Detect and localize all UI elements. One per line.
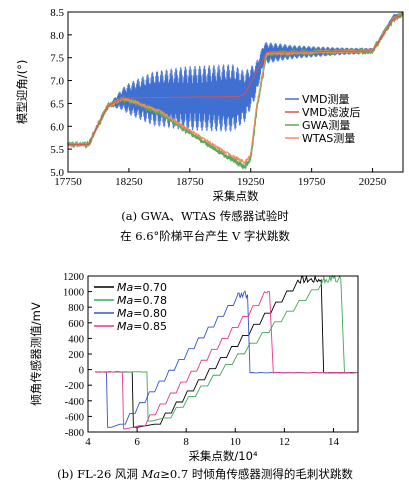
chart-b-ytick-label: 1200 xyxy=(63,272,84,283)
chart-a: 5.0 5.5 6.0 6.5 7.0 7.5 8.0 8.5 17750 18250 18750 1… xyxy=(15,7,404,243)
chart-a-caption-line2: 在 6.6°阶梯平台产生 V 字状跳数 xyxy=(120,229,290,243)
chart-b-ticks: -800 -600 -400 -200 0 200 400 600 800 1000 1200 4 6 8… xyxy=(63,272,339,448)
chart-a-ytick-label: 6.0 xyxy=(50,121,64,133)
chart-a-series-vmd-measured xyxy=(68,12,404,145)
chart-b-legend-label: Ma=0.78 xyxy=(117,294,167,307)
chart-b-legend-label-italic: Ma xyxy=(117,294,133,307)
chart-b-ytick-label: -600 xyxy=(65,412,84,423)
chart-b-legend-label-value: =0.78 xyxy=(133,294,167,307)
chart-b-caption: (b) FL-26 风洞 Ma≥0.7 时倾角传感器测得的毛刺状跳数 xyxy=(57,467,353,481)
chart-a-legend-label: GWA测量 xyxy=(302,119,350,132)
chart-a-plot-frame xyxy=(67,11,404,173)
chart-a-xtick-label: 19750 xyxy=(298,176,326,188)
chart-a-xtick-label: 18750 xyxy=(176,176,204,188)
chart-a-xtick-label: 20250 xyxy=(359,176,387,188)
chart-b-ytick-label: 400 xyxy=(68,334,84,345)
chart-a-ytick-label: 8.0 xyxy=(50,30,64,42)
chart-a-x-axis-label: 采集点数 xyxy=(213,189,259,203)
chart-a-ytick-label: 8.5 xyxy=(50,7,64,19)
chart-a-ytick-label: 5.0 xyxy=(50,167,64,179)
chart-b-legend-label-value: =0.80 xyxy=(133,307,167,320)
chart-b-y-axis-label: 倾角传感器测值/mV xyxy=(29,302,43,406)
chart-a-legend-label: VMD测量 xyxy=(302,93,350,106)
chart-a-ticks: 5.0 5.5 6.0 6.5 7.0 7.5 8.0 8.5 17750 18250 18750 1… xyxy=(50,7,387,188)
chart-a-caption-line1: (a) GWA、WTAS 传感器试验时 xyxy=(121,209,289,223)
chart-b-ytick-label: 800 xyxy=(68,303,84,314)
chart-b-xtick-label: 4 xyxy=(85,436,91,448)
chart-a-ytick-label: 7.5 xyxy=(50,53,64,65)
chart-b-ytick-label: 200 xyxy=(68,350,84,361)
chart-b: -800 -600 -400 -200 0 200 400 600 800 1000 1200 4 6 8… xyxy=(29,272,359,481)
chart-b-legend-label: Ma=0.85 xyxy=(117,320,167,333)
chart-b-xtick-label: 14 xyxy=(328,436,340,448)
chart-a-series xyxy=(67,11,404,170)
chart-a-ytick-label: 7.0 xyxy=(50,76,64,88)
chart-b-ytick-label: -400 xyxy=(65,397,84,408)
chart-b-ytick-label: 600 xyxy=(68,319,84,330)
chart-b-ytick-label: 1000 xyxy=(63,288,84,299)
chart-b-caption-italic: Ma xyxy=(141,467,161,481)
chart-b-caption-prefix: (b) FL-26 风洞 xyxy=(57,467,141,481)
chart-a-xtick-label: 17750 xyxy=(54,176,82,188)
chart-a-legend-label: VMD滤波后 xyxy=(302,106,361,119)
chart-b-legend-label: Ma=0.70 xyxy=(117,281,167,294)
chart-b-xtick-label: 6 xyxy=(134,436,140,448)
chart-b-xtick-label: 10 xyxy=(230,436,242,448)
chart-b-legend-label-italic: Ma xyxy=(117,281,133,294)
chart-b-xtick-label: 8 xyxy=(183,436,189,448)
chart-b-ytick-label: 0 xyxy=(79,366,84,377)
chart-b-legend-label-value: =0.85 xyxy=(133,320,167,333)
chart-a-ytick-label: 5.5 xyxy=(50,144,64,156)
chart-b-legend-label: Ma=0.80 xyxy=(117,307,167,320)
chart-b-ytick-label: -800 xyxy=(65,428,84,439)
chart-b-legend-label-value: =0.70 xyxy=(133,281,167,294)
chart-a-xtick-label: 19250 xyxy=(237,176,265,188)
chart-b-legend-label-italic: Ma xyxy=(117,320,133,333)
chart-b-caption-suffix: ≥0.7 时倾角传感器测得的毛刺状跳数 xyxy=(160,467,353,481)
chart-b-series xyxy=(95,274,359,430)
chart-b-xtick-label: 12 xyxy=(279,436,290,448)
chart-b-x-axis-label: 采集点数/10⁴ xyxy=(188,449,258,463)
chart-b-ytick-label: -200 xyxy=(65,381,84,392)
chart-a-legend-label: WTAS测量 xyxy=(302,132,355,145)
chart-b-series-line xyxy=(95,290,357,430)
chart-a-ytick-label: 6.5 xyxy=(50,98,64,110)
chart-a-xtick-label: 18250 xyxy=(115,176,143,188)
chart-b-legend-label-italic: Ma xyxy=(117,307,133,320)
chart-a-y-axis-label: 模型迎角/(°) xyxy=(15,60,29,125)
chart-a-series-vmd-filtered xyxy=(68,13,404,146)
